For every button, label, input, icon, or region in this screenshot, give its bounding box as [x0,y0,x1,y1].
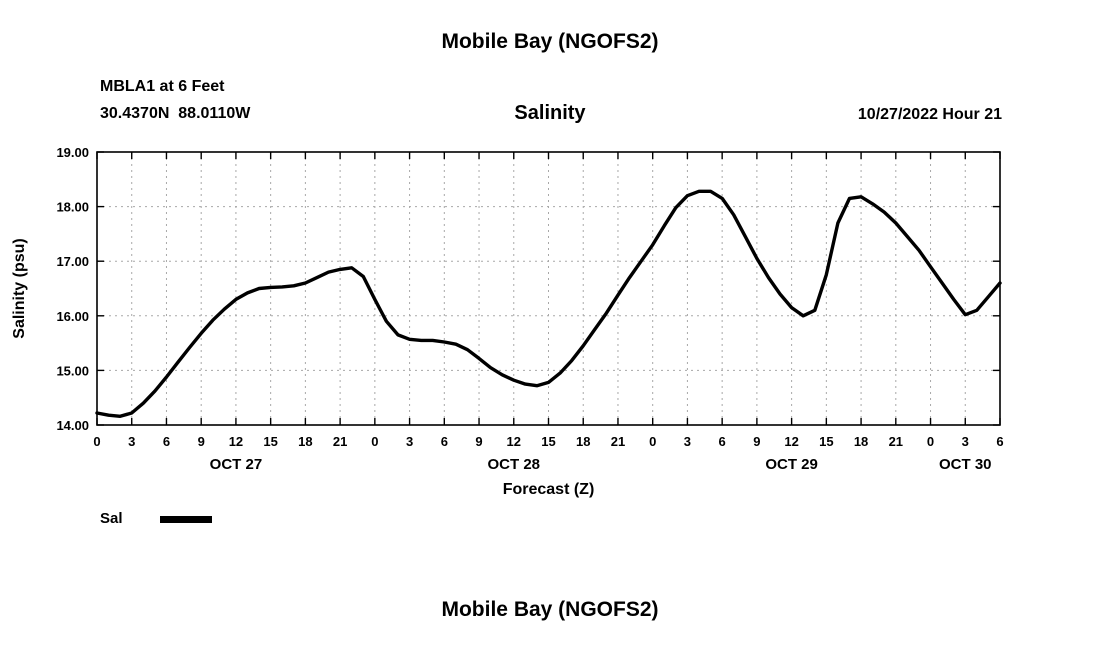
y-tick-label: 15.00 [56,363,89,378]
plot-subtitle: Salinity [514,102,586,124]
x-tick-label: 6 [996,434,1003,449]
y-tick-label: 14.00 [56,418,89,433]
x-tick-label: 9 [198,434,205,449]
x-tick-label: 3 [128,434,135,449]
x-tick-label: 18 [298,434,312,449]
salinity-line [95,189,1002,418]
legend-label: Sal [100,510,123,527]
x-tick-label: 15 [541,434,555,449]
forecast-datetime: 10/27/2022 Hour 21 [857,106,1002,123]
x-tick-label: 0 [93,434,100,449]
y-tick-label: 19.00 [56,145,89,160]
chart-title-top: Mobile Bay (NGOFS2) [441,30,659,53]
x-tick-label: 15 [819,434,833,449]
salinity-chart: 0 3 6 9 12 15 18 21 0 3 6 9 12 15 18 21 0 3 6 9 12 15 18 21 0 3 6 1… [11,145,1004,498]
x-tick-label: 0 [371,434,378,449]
x-tick-label: 3 [684,434,691,449]
y-axis-title: Salinity (psu) [11,238,28,338]
y-tick-label: 16.00 [56,309,89,324]
x-tick-label: 15 [263,434,277,449]
y-tick-label: 17.00 [56,254,89,269]
x-tick-label: 6 [163,434,170,449]
x-tick-label: 6 [719,434,726,449]
x-tick-label: 21 [333,434,347,449]
x-tick-label: 9 [475,434,482,449]
x-tick-label: 12 [229,434,243,449]
x-date-label: OCT 28 [488,456,541,473]
legend-line-swatch [160,516,212,523]
y-tick-label: 18.00 [56,200,89,215]
x-tick-label: 12 [507,434,521,449]
station-coordinates: 30.4370N 88.0110W [100,105,251,122]
x-tick-label: 6 [441,434,448,449]
x-tick-label: 9 [753,434,760,449]
x-tick-label: 12 [784,434,798,449]
x-tick-label: 21 [889,434,903,449]
x-tick-label: 18 [576,434,590,449]
x-tick-label: 3 [962,434,969,449]
x-tick-label: 0 [649,434,656,449]
x-tick-label: 18 [854,434,868,449]
x-date-label: OCT 29 [765,456,818,473]
chart-title-bottom: Mobile Bay (NGOFS2) [441,598,659,621]
x-tick-label: 21 [611,434,625,449]
station-name: MBLA1 at 6 Feet [100,78,225,95]
x-date-label: OCT 27 [210,456,263,473]
x-axis-title: Forecast (Z) [503,481,595,498]
x-tick-label: 0 [927,434,934,449]
x-tick-label: 3 [406,434,413,449]
x-date-label: OCT 30 [939,456,992,473]
